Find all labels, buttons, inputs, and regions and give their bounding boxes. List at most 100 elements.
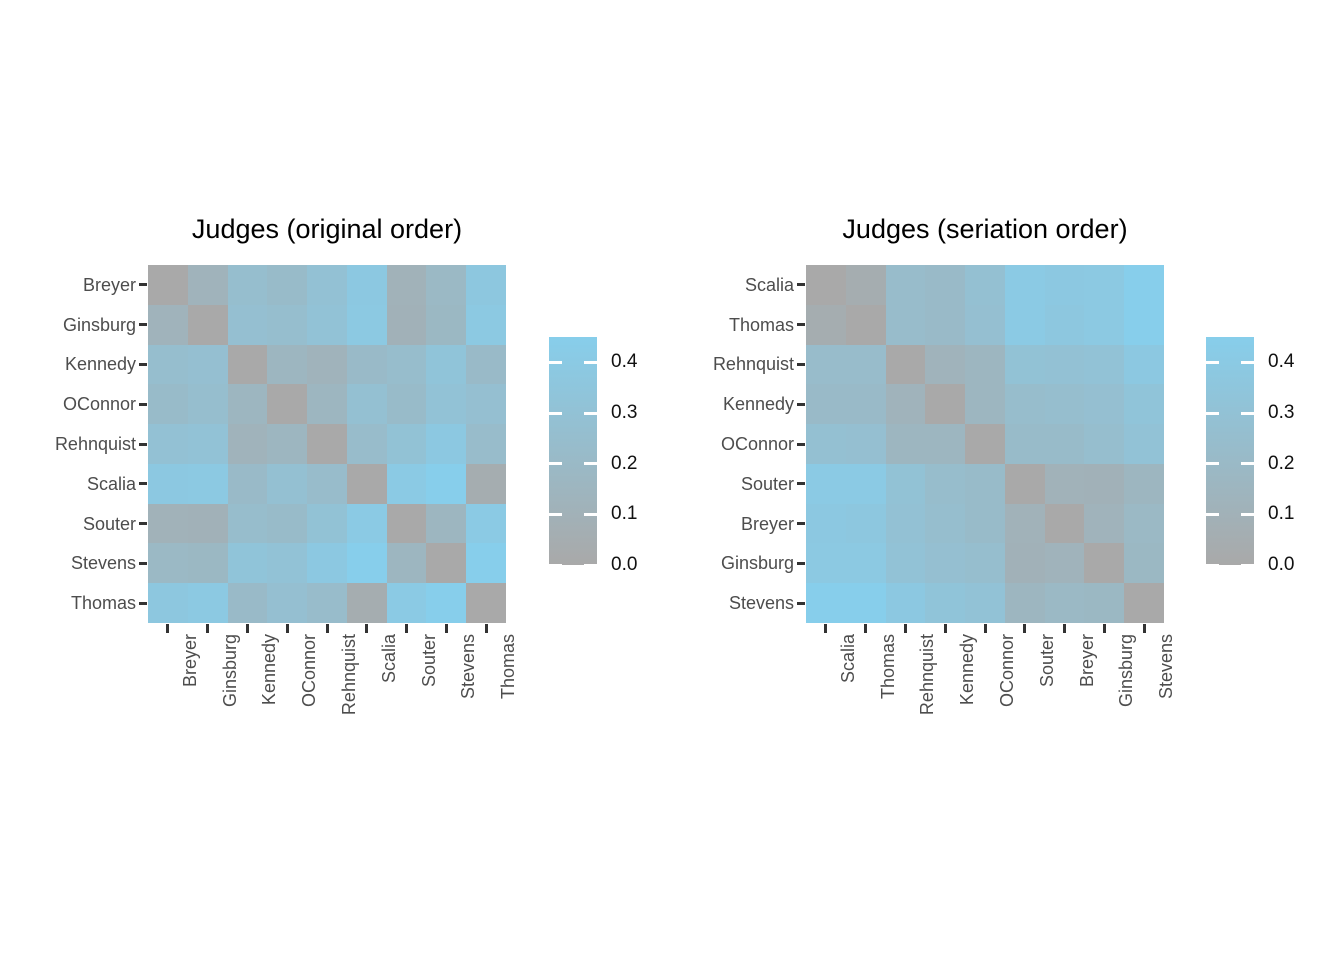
x-axis-label: Stevens	[458, 634, 479, 700]
heatmap-cell	[426, 463, 467, 504]
axis-tick	[864, 624, 868, 633]
heatmap-cell	[386, 463, 427, 504]
axis-tick	[325, 624, 329, 633]
axis-tick	[797, 402, 805, 406]
heatmap-cell	[1084, 503, 1125, 544]
legend-gradient-bar	[1206, 337, 1254, 565]
x-axis-label: Breyer	[1076, 634, 1097, 688]
legend-tick-label: 0.1	[611, 503, 638, 525]
y-axis-label: Souter	[82, 513, 136, 534]
heatmap-cell	[346, 543, 387, 584]
heatmap-cell	[885, 344, 926, 385]
heatmap-cell	[965, 543, 1005, 584]
heatmap-cell	[267, 424, 308, 464]
legend-gradient-bar	[549, 337, 597, 565]
axis-tick	[983, 624, 987, 633]
axis-tick	[797, 442, 805, 446]
legend-tick-label: 0.2	[1268, 452, 1295, 474]
heatmap-cell	[1124, 583, 1164, 623]
legend-tick-mark	[1241, 512, 1254, 516]
legend-tick-mark	[549, 411, 562, 415]
heatmap-cell	[346, 463, 387, 504]
heatmap-cell	[1084, 543, 1125, 584]
heatmap-cell	[1044, 304, 1085, 345]
heatmap-cell	[307, 503, 347, 544]
heatmap-cell	[187, 503, 228, 544]
axis-tick	[797, 561, 805, 565]
heatmap-cell	[267, 304, 308, 345]
x-axis-label: Breyer	[179, 634, 200, 688]
heatmap-cell	[1004, 583, 1045, 623]
heatmap-cell	[346, 424, 387, 464]
legend-tick-mark	[1206, 563, 1219, 565]
heatmap-cell	[845, 384, 886, 425]
legend-tick-mark	[1241, 360, 1254, 364]
axis-tick	[797, 362, 805, 366]
heatmap-cell	[845, 304, 886, 345]
heatmap-cell	[307, 424, 347, 464]
heatmap-cell	[1044, 265, 1085, 305]
heatmap-cell	[1004, 463, 1045, 504]
axis-tick	[1142, 624, 1146, 633]
x-axis-label: Kennedy	[259, 634, 280, 706]
heatmap-cell	[1124, 463, 1164, 504]
heatmap-cell	[845, 543, 886, 584]
heatmap-cell	[148, 424, 188, 464]
y-axis-label: Ginsburg	[62, 314, 136, 335]
heatmap-cell	[925, 265, 966, 305]
heatmap-cell	[466, 503, 506, 544]
heatmap-cell	[925, 304, 966, 345]
heatmap-cell	[227, 384, 268, 425]
y-axis-label: Rehnquist	[54, 434, 136, 454]
heatmap-cell	[845, 344, 886, 385]
heatmap-cell	[227, 304, 268, 345]
heatmap-cell	[1044, 344, 1085, 385]
legend-tick-mark	[549, 462, 562, 466]
heatmap-cell	[267, 543, 308, 584]
axis-tick	[1102, 624, 1106, 633]
legend-tick-label: 0.4	[1268, 351, 1295, 373]
heatmap-cell	[466, 463, 506, 504]
y-axis-label: Kennedy	[722, 394, 794, 415]
heatmap-cell	[307, 463, 347, 504]
axis-tick	[903, 624, 907, 633]
heatmap-cell	[426, 265, 467, 305]
legend-tick-mark	[549, 360, 562, 364]
x-axis-label: OConnor	[299, 634, 320, 708]
heatmap-cell	[466, 384, 506, 425]
heatmap-cell	[187, 424, 228, 464]
axis-tick	[797, 283, 805, 287]
heatmap-cell	[187, 583, 228, 623]
heatmap-cell	[806, 583, 846, 623]
heatmap-cell	[1044, 583, 1085, 623]
heatmap-cell	[386, 543, 427, 584]
heatmap-cell	[885, 543, 926, 584]
legend-tick-mark	[549, 563, 562, 565]
heatmap-cell	[885, 503, 926, 544]
heatmap-cell	[307, 543, 347, 584]
heatmap-cell	[885, 583, 926, 623]
axis-tick	[1023, 624, 1027, 633]
heatmap-cell	[1004, 543, 1045, 584]
heatmap-cell	[1084, 583, 1125, 623]
axis-tick	[139, 323, 147, 327]
heatmap-cell	[346, 583, 387, 623]
axis-tick	[1063, 624, 1067, 633]
heatmap-cell	[1124, 344, 1164, 385]
heatmap-cell	[346, 265, 387, 305]
heatmap-cell	[307, 344, 347, 385]
heatmap-cell	[925, 463, 966, 504]
legend-tick-mark	[1206, 360, 1219, 364]
plot-title-seriation: Judges (seriation order)	[842, 214, 1128, 244]
heatmap-cell	[885, 463, 926, 504]
heatmap-cell	[227, 265, 268, 305]
heatmap-cell	[307, 384, 347, 425]
axis-tick	[405, 624, 409, 633]
heatmap-cell	[148, 543, 188, 584]
heatmap-cell	[346, 344, 387, 385]
heatmap-cell	[267, 463, 308, 504]
heatmap-cell	[148, 583, 188, 623]
x-axis-label: Ginsburg	[219, 634, 240, 708]
heatmap-cell	[806, 304, 846, 345]
